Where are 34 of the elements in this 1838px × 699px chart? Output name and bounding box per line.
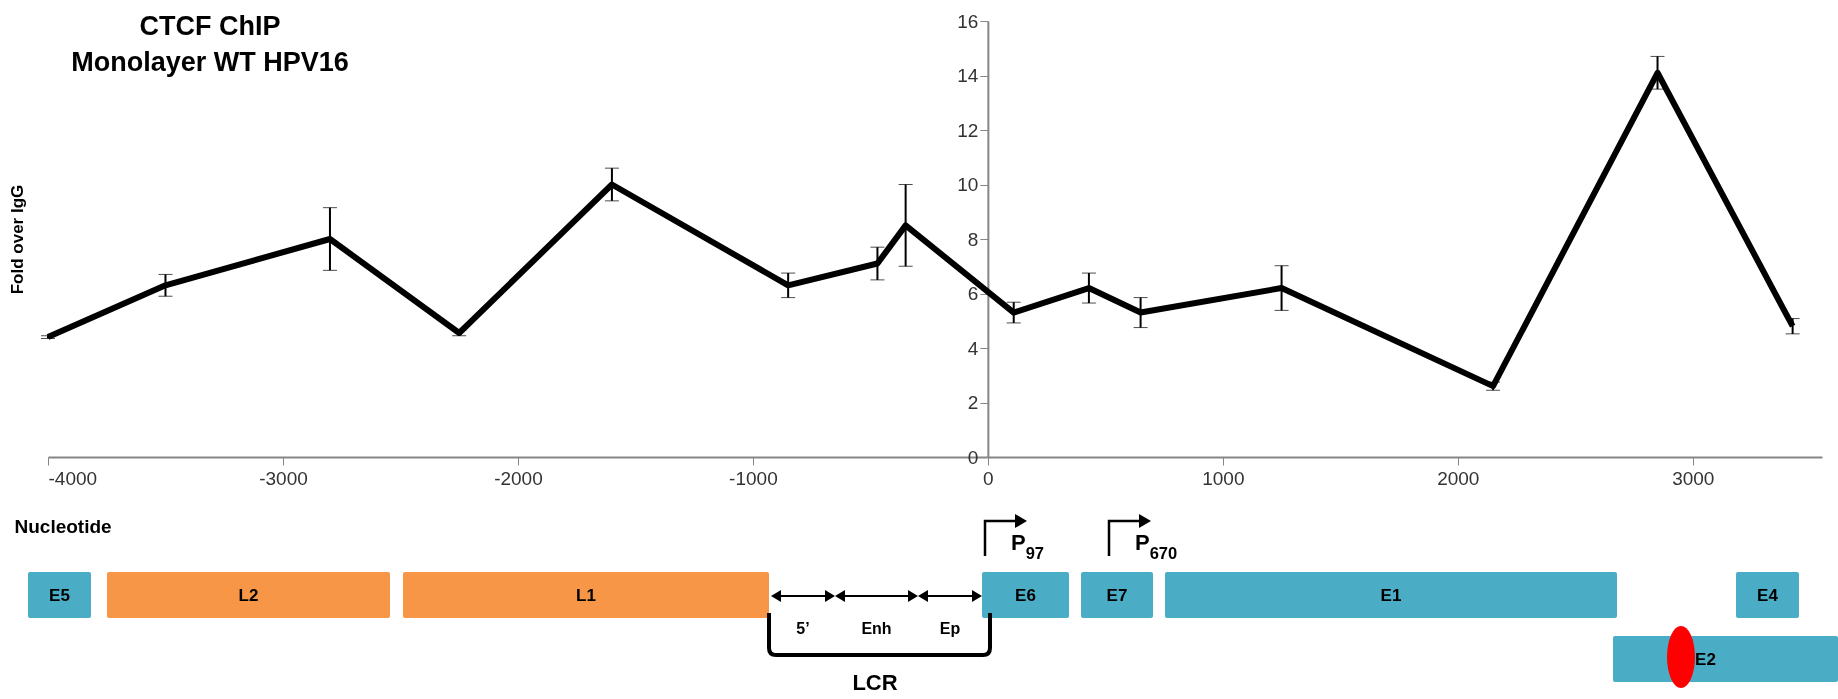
y-axis-title: Fold over IgG — [7, 184, 27, 295]
text: E7 — [1106, 586, 1128, 605]
text: E4 — [1757, 586, 1779, 605]
text: P$_{670}$ — [1135, 530, 1178, 562]
y-tick-label: 4 — [967, 337, 979, 359]
text: Ep — [939, 620, 961, 637]
x-tick-label: -2000 — [494, 467, 543, 489]
x-tick-label: -3000 — [259, 467, 308, 489]
y-tick-label: 10 — [957, 174, 979, 195]
x-tick-label: 1000 — [1202, 467, 1245, 489]
x-tick-label: 3000 — [1672, 467, 1715, 489]
chart-title: CTCF ChIP — [138, 10, 282, 43]
y-tick-label: 8 — [967, 228, 979, 250]
y-tick-label: 14 — [957, 65, 979, 86]
x-axis-title: Nucleotide — [14, 515, 112, 537]
text: LCR — [852, 670, 898, 695]
text: Monolayer WT HPV16 — [70, 46, 350, 79]
y-tick-label: 16 — [957, 10, 979, 32]
text: L2 — [238, 586, 259, 605]
y-tick-label: 2 — [967, 392, 979, 413]
text: L1 — [576, 586, 596, 605]
text: 5’ — [796, 620, 810, 637]
x-tick-label: 2000 — [1437, 467, 1480, 489]
x-tick-label: 0 — [983, 467, 994, 489]
x-tick-label: -4000 — [48, 467, 98, 489]
text: E2 — [1695, 650, 1716, 669]
x-tick-label: -1000 — [729, 467, 778, 489]
text: P$_{97}$ — [1011, 530, 1045, 562]
text: Enh — [861, 620, 892, 637]
text: E5 — [49, 586, 70, 605]
y-tick-label: 6 — [967, 283, 979, 304]
text: E1 — [1380, 586, 1402, 605]
text: E6 — [1015, 586, 1036, 605]
y-tick-label: 12 — [957, 119, 979, 141]
